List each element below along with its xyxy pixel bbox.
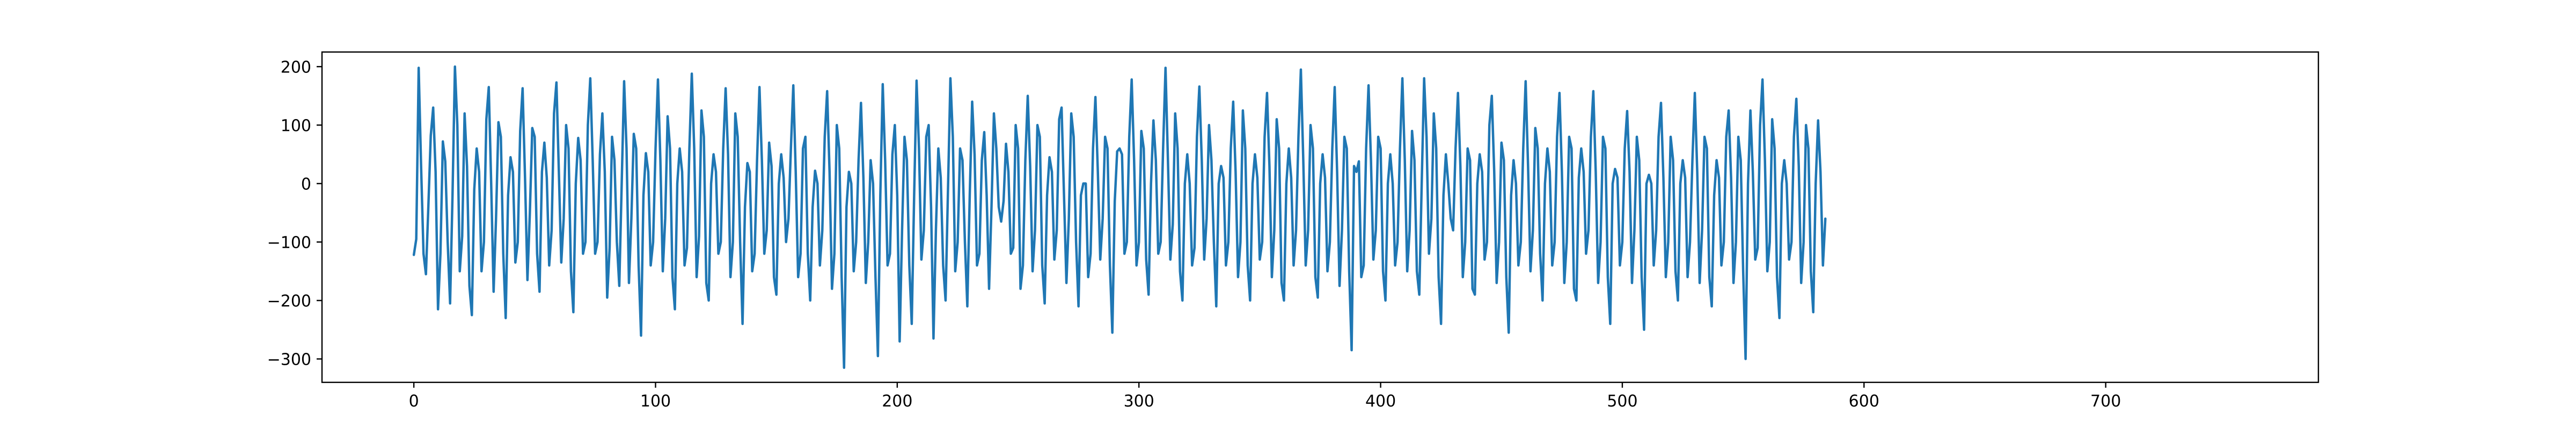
x-tick-label: 200 bbox=[882, 392, 912, 411]
y-tick-label: −100 bbox=[267, 233, 311, 252]
y-tick-label: 100 bbox=[281, 116, 311, 135]
x-tick-label: 100 bbox=[640, 392, 671, 411]
x-tick-label: 0 bbox=[409, 392, 419, 411]
y-tick-label: 200 bbox=[281, 58, 311, 77]
y-tick-label: −300 bbox=[267, 350, 311, 369]
x-tick-label: 300 bbox=[1124, 392, 1154, 411]
x-tick-label: 600 bbox=[1849, 392, 1879, 411]
y-tick-label: 0 bbox=[301, 175, 311, 194]
axes: 0 100 200 300 400 500 600 700 −300 −200 −100 0 100 20… bbox=[267, 51, 2319, 411]
y-tick-label: −200 bbox=[267, 292, 311, 310]
axes-frame bbox=[321, 51, 2319, 383]
series-line-0 bbox=[412, 65, 1827, 369]
x-tick-label: 400 bbox=[1365, 392, 1396, 411]
plot-area bbox=[412, 65, 1827, 369]
x-tick-label: 700 bbox=[2090, 392, 2121, 411]
x-tick-label: 500 bbox=[1607, 392, 1637, 411]
